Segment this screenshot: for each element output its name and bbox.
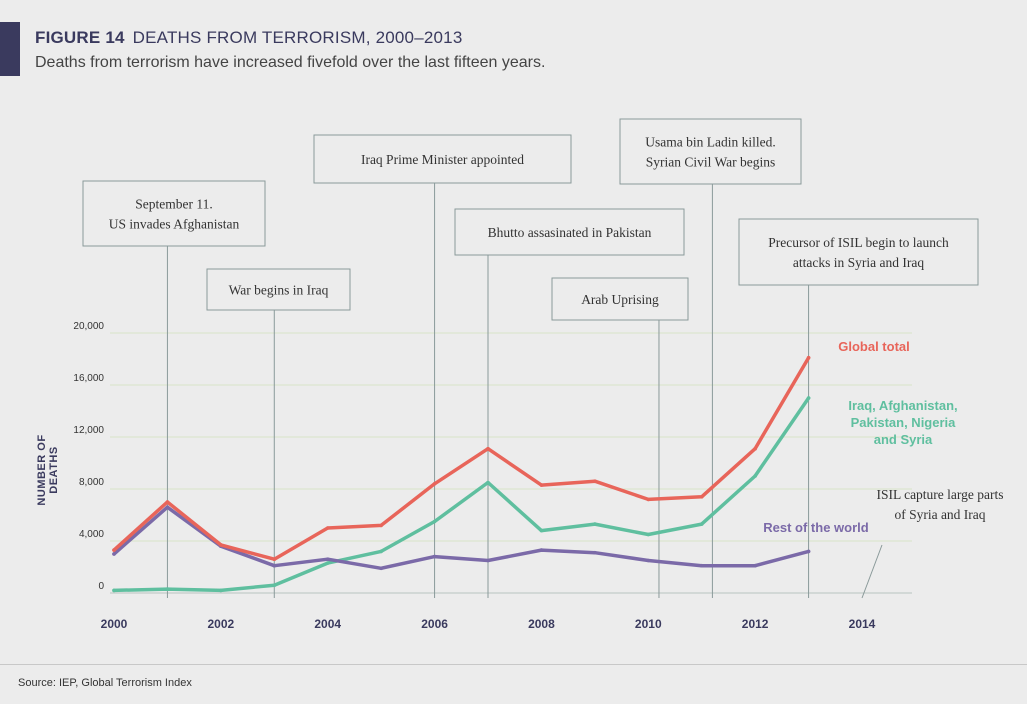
- annotation-box: [551, 277, 689, 321]
- x-tick-label: 2004: [314, 617, 341, 631]
- data-point: [486, 446, 490, 451]
- annotation-lines-layer: [166, 183, 883, 599]
- source-note: Source: IEP, Global Terrorism Index: [18, 677, 192, 689]
- data-point: [432, 482, 437, 486]
- annotation-boxes-layer: September 11. US invades Afghanistan War b…: [82, 118, 1004, 522]
- y-tick-label: 16,000: [73, 373, 104, 384]
- x-tick-label: 2010: [635, 617, 662, 631]
- y-tick-label: 0: [98, 581, 104, 592]
- data-point: [486, 480, 490, 485]
- data-point: [539, 528, 544, 533]
- figure-title: FIGURE 14 DEATHS FROM TERRORISM, 2000–201…: [35, 28, 1005, 48]
- data-point: [539, 548, 544, 552]
- x-tick-label: 2008: [528, 617, 555, 631]
- data-point: [325, 526, 330, 530]
- data-point: [699, 563, 704, 568]
- data-point: [753, 474, 757, 478]
- data-point: [379, 549, 383, 554]
- annotation-text: Syrian Civil War begins: [646, 155, 776, 170]
- data-point: [646, 497, 651, 502]
- data-point: [112, 552, 116, 556]
- series-line: [112, 355, 811, 561]
- x-tick-label: 2006: [421, 617, 448, 631]
- data-point: [272, 557, 277, 561]
- terrorism-deaths-chart: 0 4,000 8,000 12,000 16,000 20,000 2000 2002 200…: [73, 118, 1004, 631]
- y-tick-label: 8,000: [79, 477, 104, 488]
- x-tick-label: 2000: [101, 617, 128, 631]
- annotation-text: of Syria and Iraq: [894, 507, 985, 522]
- series-labels-layer: Global total Iraq, Afghanistan, Pakistan, …: [763, 339, 957, 535]
- figure-title-text: DEATHS FROM TERRORISM, 2000–2013: [132, 28, 463, 47]
- y-tick-label: 12,000: [73, 425, 104, 436]
- chart-header: FIGURE 14 DEATHS FROM TERRORISM, 2000–201…: [35, 28, 1005, 72]
- data-point: [272, 563, 277, 568]
- series-line: [112, 505, 811, 571]
- series-label: Global total: [838, 339, 910, 354]
- x-tick-label: 2002: [208, 617, 235, 631]
- series-label: Pakistan, Nigeria: [851, 415, 957, 430]
- series-label: Rest of the world: [763, 520, 869, 535]
- annotation-box: [82, 180, 266, 247]
- x-tick-label: 2012: [742, 617, 769, 631]
- data-point: [699, 522, 704, 526]
- series-line: [112, 396, 811, 593]
- data-point: [539, 483, 544, 487]
- annotation-text: Usama bin Ladin killed.: [645, 135, 775, 150]
- data-point: [112, 548, 116, 552]
- data-point: [432, 519, 437, 524]
- x-tick-label: 2014: [849, 617, 876, 631]
- annotation-box: [206, 268, 351, 311]
- annotation-text: Iraq Prime Minister appointed: [361, 152, 524, 167]
- figure-subtitle: Deaths from terrorism have increased fiv…: [35, 54, 546, 71]
- data-point: [593, 522, 597, 526]
- data-point: [753, 446, 757, 451]
- data-point: [486, 558, 490, 563]
- series-layer: [112, 355, 811, 593]
- series-label: Iraq, Afghanistan,: [848, 398, 957, 413]
- data-point: [753, 563, 757, 568]
- data-point: [646, 558, 651, 563]
- annotation-text: US invades Afghanistan: [109, 217, 240, 232]
- data-point: [646, 532, 651, 537]
- data-point: [219, 588, 223, 593]
- data-point: [165, 587, 170, 591]
- data-point: [432, 554, 437, 559]
- annotation-box: [619, 118, 802, 185]
- data-point: [806, 396, 811, 400]
- annotation-text: Bhutto assasinated in Pakistan: [488, 225, 652, 240]
- data-point: [699, 495, 704, 499]
- annotation-text: War begins in Iraq: [229, 283, 329, 298]
- annotation-text: ISIL capture large parts: [876, 487, 1003, 502]
- y-tick-label: 4,000: [79, 529, 104, 540]
- annotation-text: Arab Uprising: [581, 292, 659, 307]
- data-point: [165, 500, 170, 504]
- data-point: [806, 549, 811, 554]
- annotation-text: Precursor of ISIL begin to launch: [768, 235, 949, 250]
- data-point: [325, 557, 330, 561]
- figure-label: FIGURE 14: [35, 28, 125, 47]
- data-point: [112, 588, 116, 593]
- y-tick-label: 20,000: [73, 321, 104, 332]
- axis-layer: 0 4,000 8,000 12,000 16,000 20,000 2000 2002 200…: [73, 321, 875, 631]
- data-point: [379, 566, 383, 571]
- annotation-text: September 11.: [135, 197, 212, 212]
- data-point: [593, 550, 597, 555]
- annotation-box: [738, 218, 979, 286]
- annotation-box: [454, 208, 685, 256]
- data-point: [165, 505, 170, 510]
- annotation-text: attacks in Syria and Iraq: [793, 255, 924, 270]
- data-point: [593, 479, 597, 484]
- grid-layer: [110, 332, 912, 594]
- annotation-box: [313, 134, 572, 184]
- series-label: and Syria: [874, 432, 933, 447]
- data-point: [325, 561, 330, 565]
- data-point: [219, 543, 223, 547]
- data-point: [272, 583, 277, 587]
- data-point: [806, 355, 811, 360]
- annotation-leader-line: [861, 544, 883, 599]
- data-point: [379, 523, 383, 528]
- footer-divider: [0, 664, 1027, 665]
- accent-bar: [0, 22, 20, 76]
